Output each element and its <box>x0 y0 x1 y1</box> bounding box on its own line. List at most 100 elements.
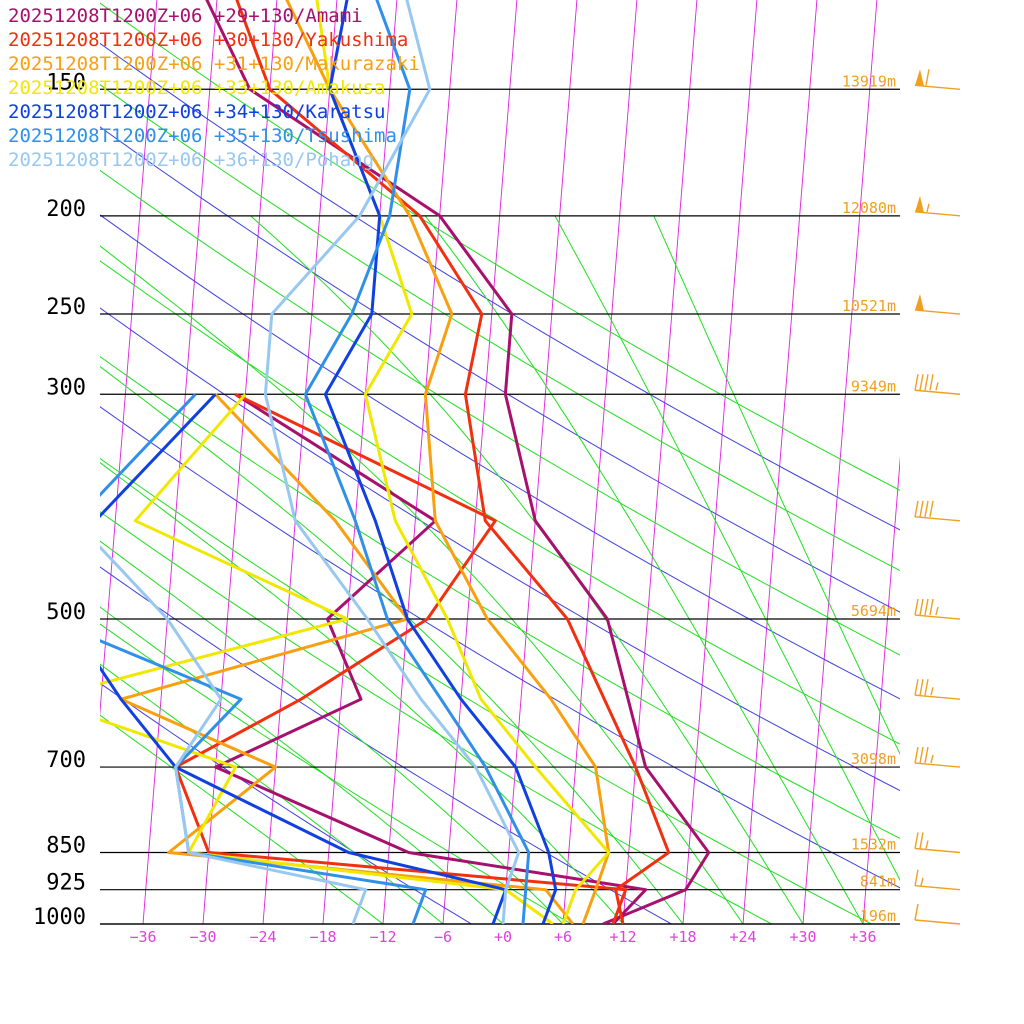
sounding-4 <box>100 0 558 924</box>
x-tick-label: −12 <box>369 928 396 946</box>
wind-barb-feather <box>929 598 934 616</box>
wind-barb-shaft <box>914 919 961 925</box>
moist-adiabat-line <box>100 540 564 924</box>
dewpoint-line <box>100 393 428 924</box>
dry-adiabat-line <box>100 356 900 839</box>
sounding-6 <box>100 0 521 924</box>
height-label: 1532m <box>851 835 896 853</box>
wind-barb-feather <box>924 598 929 616</box>
isotherm-line <box>622 0 698 924</box>
wind-barb-shaft <box>914 516 961 522</box>
pressure-label: 500 <box>46 600 86 625</box>
x-tick-label: +30 <box>789 928 816 946</box>
sounding-1 <box>174 0 671 924</box>
dry-adiabat-line <box>100 307 900 792</box>
wind-barb <box>914 679 961 700</box>
x-tick-label: −6 <box>434 928 452 946</box>
wind-barb-pennant <box>915 69 924 87</box>
x-tick-label: +36 <box>849 928 876 946</box>
pressure-label: 850 <box>46 833 86 858</box>
isotherm-line <box>682 0 758 924</box>
isotherm-line <box>923 0 1024 924</box>
dry-adiabat-line <box>100 42 900 531</box>
moist-adiabat-line <box>100 245 744 924</box>
wind-barb-feather <box>914 500 919 517</box>
moist-adiabat-line <box>100 461 624 924</box>
wind-barb-half-feather <box>920 877 924 886</box>
height-label: 9349m <box>851 377 896 395</box>
dry-adiabat-line <box>100 566 672 924</box>
temperature-line <box>235 0 671 924</box>
wind-barb-feather <box>914 598 919 616</box>
height-label: 13919m <box>842 72 896 90</box>
pressure-label: 925 <box>46 871 86 896</box>
wind-barb-half-feather <box>930 754 934 764</box>
wind-barb <box>914 500 961 522</box>
pressure-label: 150 <box>46 70 86 95</box>
moist-adiabat-line <box>554 215 900 882</box>
dry-adiabat-line <box>100 623 572 924</box>
wind-barb-feather <box>924 746 929 764</box>
wind-barb-half-feather <box>935 606 939 616</box>
dry-adiabat-line <box>100 214 900 700</box>
isotherm-line <box>442 0 518 924</box>
isotherm-line <box>562 0 638 924</box>
pressure-label: 700 <box>46 748 86 773</box>
wind-barb-feather <box>924 500 929 517</box>
temperature-line <box>303 0 531 924</box>
moist-adiabat-line <box>250 215 804 924</box>
pressure-label: 1000 <box>33 905 86 930</box>
wind-barb-feather <box>924 374 929 391</box>
wind-barb-feather <box>914 374 919 391</box>
wind-barb <box>914 294 961 315</box>
x-tick-label: −30 <box>189 928 216 946</box>
sounding-5 <box>100 0 531 924</box>
wind-barb <box>914 598 961 620</box>
height-label: 841m <box>860 873 896 891</box>
wind-barb-half-feather <box>935 382 939 391</box>
pressure-label: 300 <box>46 375 86 400</box>
x-tick-label: +12 <box>609 928 636 946</box>
wind-barb-feather <box>924 679 929 696</box>
dry-adiabat-grid <box>100 2 900 924</box>
x-tick-label: +6 <box>554 928 572 946</box>
legend-entry-amami: 20251208T1200Z+06 +29+130/Amami <box>8 5 363 27</box>
wind-barb-column <box>914 69 961 925</box>
legend: 20251208T1200Z+06 +29+130/Amami 20251208… <box>8 4 420 172</box>
isotherm-line <box>202 0 278 924</box>
isotherm-line <box>100 0 158 718</box>
pressure-label: 250 <box>46 295 86 320</box>
x-tick-label: +24 <box>729 928 756 946</box>
height-label: 3098m <box>851 750 896 768</box>
wind-barb-shaft <box>914 884 961 891</box>
moist-adiabat-line <box>100 365 684 924</box>
axis-labels: 10016386m15013919m20012080m25010521m3009… <box>33 70 896 946</box>
moist-adiabat-line <box>100 663 444 924</box>
isotherm-line <box>142 0 218 924</box>
isotherm-line <box>502 0 578 924</box>
x-tick-label: −24 <box>249 928 276 946</box>
dry-adiabat-line <box>100 84 900 572</box>
dewpoint-line <box>100 544 368 924</box>
isotherm-line <box>862 455 900 924</box>
wind-barb <box>914 69 961 90</box>
dry-adiabat-line <box>100 457 872 924</box>
height-label: 10521m <box>842 297 896 315</box>
dry-adiabat-line <box>100 260 900 745</box>
wind-barb-feather <box>914 832 919 849</box>
x-tick-label: −18 <box>309 928 336 946</box>
wind-barb <box>914 903 961 925</box>
wind-barb-feather <box>919 598 924 616</box>
legend-entry-yakushima: 20251208T1200Z+06 +30+130/Yakushima <box>8 29 409 51</box>
temperature-line <box>323 0 558 924</box>
wind-barb-pennant <box>915 294 924 312</box>
isotherm-line <box>0 0 5 924</box>
wind-barb-half-feather <box>930 687 934 696</box>
pressure-label: 200 <box>46 197 86 222</box>
legend-entry-amakusa: 20251208T1200Z+06 +33+130/Amakusa <box>8 77 386 99</box>
wind-barb-feather <box>919 500 924 517</box>
legend-entry-pohang: 20251208T1200Z+06 +36+130/Pohang <box>8 149 375 171</box>
legend-entry-karatsu: 20251208T1200Z+06 +34+130/Karatsu <box>8 101 386 123</box>
wind-barb-shaft <box>914 389 961 395</box>
moist-adiabat-line <box>653 215 900 756</box>
